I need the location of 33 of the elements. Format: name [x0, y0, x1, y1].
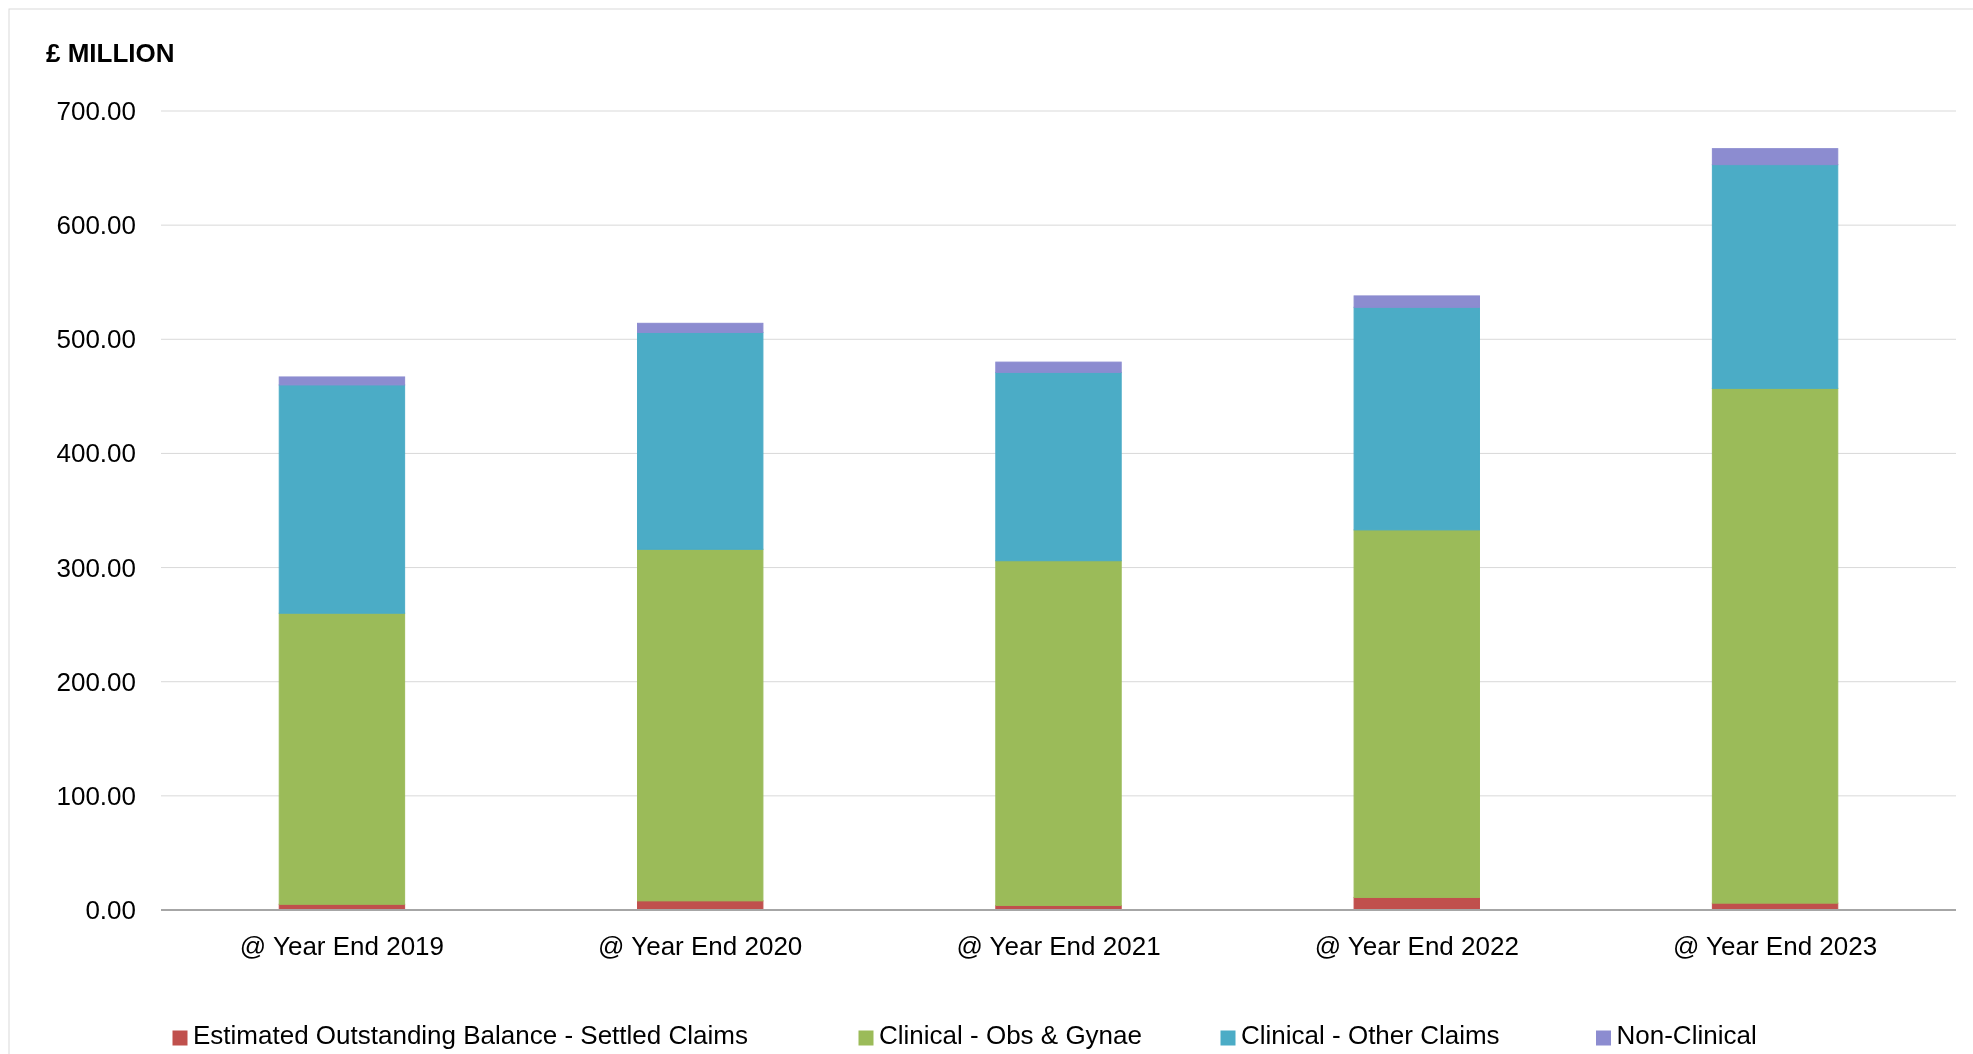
y-tick-label: 700.00: [56, 96, 136, 126]
bar: [1353, 306, 1480, 531]
x-tick-label: @ Year End 2022: [1314, 931, 1519, 961]
bar: [1711, 387, 1839, 904]
y-tick-label: 600.00: [56, 210, 136, 241]
bar: [278, 376, 406, 386]
y-tick-label: 0.00: [85, 895, 136, 925]
legend-label: Clinical - Obs & Gynae: [879, 1020, 1142, 1050]
bar: [1353, 295, 1480, 308]
bar: [1353, 529, 1480, 898]
y-axis-title: £ MILLION: [46, 38, 175, 68]
x-tick-label: @ Year End 2020: [598, 931, 803, 961]
y-tick-label: 300.00: [56, 552, 136, 583]
bar: [637, 331, 764, 550]
bar: [995, 560, 1122, 906]
bar: [1711, 164, 1839, 389]
x-tick-label: @ Year End 2023: [1672, 931, 1878, 961]
y-tick-label: 500.00: [56, 324, 136, 355]
bar: [1711, 148, 1839, 166]
bar: [637, 322, 764, 333]
bar: [278, 384, 406, 614]
x-tick-label: @ Year End 2019: [239, 931, 445, 961]
y-tick-label: 400.00: [56, 438, 136, 469]
legend-label: Estimated Outstanding Balance - Settled Claims: [193, 1020, 748, 1050]
y-tick-label: 200.00: [56, 666, 136, 697]
legend-label: Clinical - Other Claims: [1241, 1020, 1500, 1050]
bar: [637, 548, 764, 902]
x-tick-label: @ Year End 2021: [956, 931, 1161, 961]
bar: [995, 371, 1122, 562]
bar: [995, 361, 1122, 373]
bar: [278, 612, 406, 905]
legend-label: Non-Clinical: [1616, 1020, 1757, 1050]
y-tick-label: 100.00: [56, 780, 136, 811]
